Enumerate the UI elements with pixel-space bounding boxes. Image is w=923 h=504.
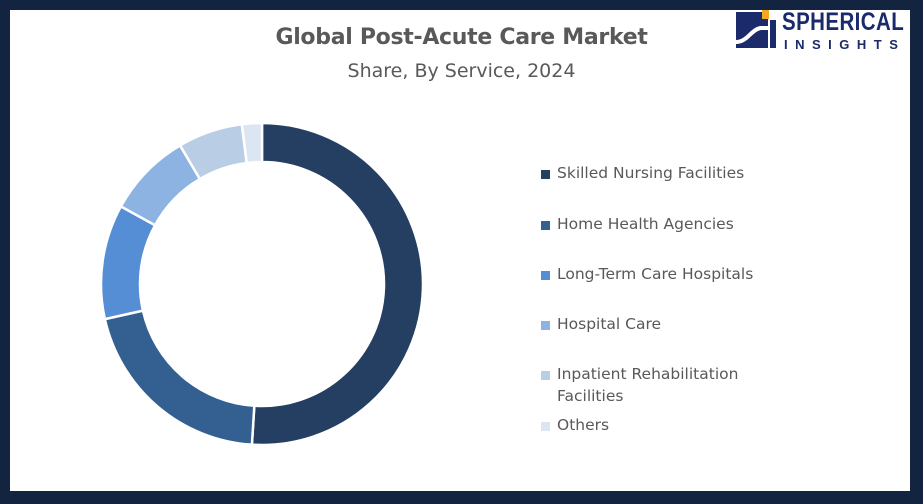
chart-subtitle: Share, By Service, 2024 <box>347 60 576 82</box>
legend-swatch <box>541 422 550 431</box>
donut-slice-skilled-nursing-facilities <box>250 121 425 447</box>
donut-slices <box>99 121 425 447</box>
legend-swatch <box>541 221 550 230</box>
chart-title: Global Post-Acute Care Market <box>275 25 648 50</box>
donut-slice-others <box>240 121 264 165</box>
legend-swatch <box>541 371 550 380</box>
legend-swatch <box>541 170 550 179</box>
logo-word-insights: INSIGHTS <box>784 37 906 52</box>
logo-word-spherical: SPHERICAL <box>782 8 905 36</box>
legend-swatch <box>541 321 550 330</box>
spherical-insights-logo: SPHERICAL INSIGHTS <box>736 6 906 56</box>
legend-swatch <box>541 271 550 280</box>
donut-slice-long-term-care-hospitals <box>99 204 157 321</box>
logo-mark-icon <box>736 10 776 48</box>
chart-frame <box>10 10 910 491</box>
donut-slice-home-health-agencies <box>103 309 256 447</box>
